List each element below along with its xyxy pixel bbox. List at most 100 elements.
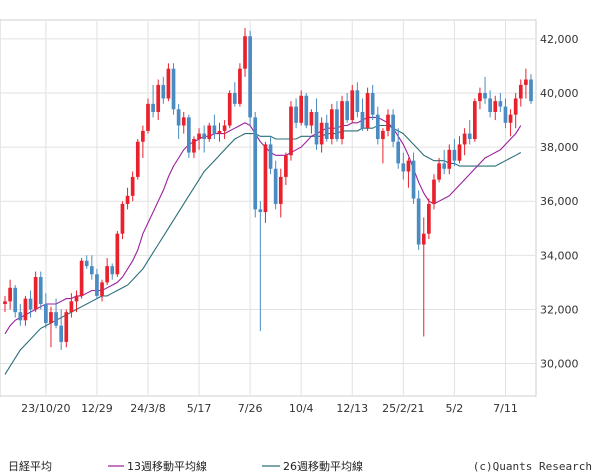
candle-up bbox=[513, 93, 518, 129]
legend-label-sma26: 26週移動平均線 bbox=[283, 459, 363, 473]
candle-down bbox=[335, 101, 339, 142]
candle-body bbox=[472, 101, 477, 140]
candle-up bbox=[141, 125, 145, 158]
candle-body bbox=[503, 106, 508, 123]
candle-up bbox=[79, 258, 84, 299]
candle-down bbox=[202, 125, 207, 153]
candle-down bbox=[248, 30, 252, 126]
candle-body bbox=[89, 266, 94, 275]
candle-body bbox=[452, 149, 457, 161]
candle-body bbox=[447, 149, 452, 169]
candle-down bbox=[503, 98, 508, 129]
candle-down bbox=[38, 271, 43, 310]
candle-body bbox=[284, 155, 288, 177]
candle-up bbox=[462, 128, 467, 156]
candle-body bbox=[130, 176, 135, 196]
x-tick-label: 12/29 bbox=[81, 402, 113, 415]
candle-body bbox=[187, 117, 191, 153]
candle-down bbox=[314, 98, 319, 150]
candle-down bbox=[13, 285, 18, 318]
candle-down bbox=[151, 84, 155, 118]
candle-down bbox=[483, 76, 487, 104]
candle-body bbox=[493, 101, 498, 112]
candle-up bbox=[289, 101, 293, 161]
candle-body bbox=[217, 130, 222, 134]
candle-up bbox=[227, 90, 232, 129]
candle-up bbox=[135, 139, 140, 180]
candle-up bbox=[432, 174, 436, 210]
candle-down bbox=[416, 190, 421, 250]
candle-down bbox=[59, 309, 64, 351]
candle-down bbox=[212, 114, 217, 140]
candle-body bbox=[232, 93, 237, 104]
candle-up bbox=[340, 95, 344, 145]
candle-down bbox=[442, 149, 447, 175]
candle-up bbox=[156, 79, 161, 121]
candle-up bbox=[472, 98, 477, 142]
candle-up bbox=[350, 84, 355, 123]
candle-up bbox=[238, 63, 242, 107]
x-tick-label: 5/2 bbox=[446, 402, 464, 415]
candle-body bbox=[171, 68, 176, 110]
candle-body bbox=[483, 93, 487, 99]
candle-body bbox=[74, 295, 79, 302]
candle-up bbox=[115, 230, 120, 277]
candle-body bbox=[314, 111, 319, 145]
candle-body bbox=[529, 79, 533, 102]
candle-up bbox=[427, 198, 431, 240]
candle-body bbox=[49, 312, 53, 323]
candle-body bbox=[462, 133, 467, 145]
candle-body bbox=[324, 122, 329, 140]
candle-body bbox=[248, 36, 252, 118]
candle-body bbox=[100, 282, 104, 296]
candle-up bbox=[421, 217, 426, 337]
candle-body bbox=[401, 163, 406, 172]
candle-body bbox=[54, 312, 58, 326]
legend-label-sma13: 13週移動平均線 bbox=[127, 459, 207, 473]
candle-body bbox=[212, 125, 217, 134]
candle-up bbox=[130, 171, 135, 202]
candle-body bbox=[23, 298, 28, 321]
candle-body bbox=[125, 195, 130, 204]
candle-body bbox=[33, 276, 38, 310]
candle-body bbox=[294, 106, 298, 123]
candle-body bbox=[268, 144, 273, 169]
candle-down bbox=[84, 255, 89, 269]
candle-body bbox=[227, 93, 232, 126]
candle-body bbox=[437, 163, 441, 180]
candle-down bbox=[452, 139, 457, 167]
candle-up bbox=[365, 87, 370, 131]
candle-body bbox=[258, 209, 263, 213]
y-axis-ticks: 30,000 32,000 34,000 36,000 38,000 40,000 42,0… bbox=[540, 33, 579, 371]
candle-body bbox=[335, 109, 339, 140]
candle-up bbox=[381, 128, 385, 164]
x-tick-label: 23/10/20 bbox=[21, 402, 70, 415]
candle-body bbox=[396, 141, 401, 164]
candle-down bbox=[488, 90, 492, 118]
candle-body bbox=[44, 304, 48, 323]
credit-text: (c)Quants Research bbox=[473, 460, 592, 473]
candle-down bbox=[294, 98, 298, 129]
candle-up bbox=[181, 111, 186, 134]
candle-down bbox=[28, 290, 33, 318]
candle-down bbox=[273, 160, 278, 210]
candle-down bbox=[411, 152, 416, 204]
candle-body bbox=[222, 125, 227, 131]
candle-body bbox=[524, 79, 528, 85]
candle-body bbox=[319, 122, 324, 145]
candle-up bbox=[447, 144, 452, 175]
candle-body bbox=[304, 95, 309, 126]
candle-up bbox=[217, 122, 222, 142]
candle-body bbox=[3, 301, 7, 305]
candle-body bbox=[115, 233, 120, 275]
candle-body bbox=[309, 111, 314, 126]
candle-body bbox=[345, 101, 349, 121]
y-tick-label: 36,000 bbox=[540, 195, 579, 208]
candle-down bbox=[161, 76, 166, 104]
candle-body bbox=[289, 106, 293, 156]
candle-down bbox=[44, 293, 48, 329]
candle-body bbox=[59, 325, 64, 342]
candle-down bbox=[370, 84, 375, 121]
